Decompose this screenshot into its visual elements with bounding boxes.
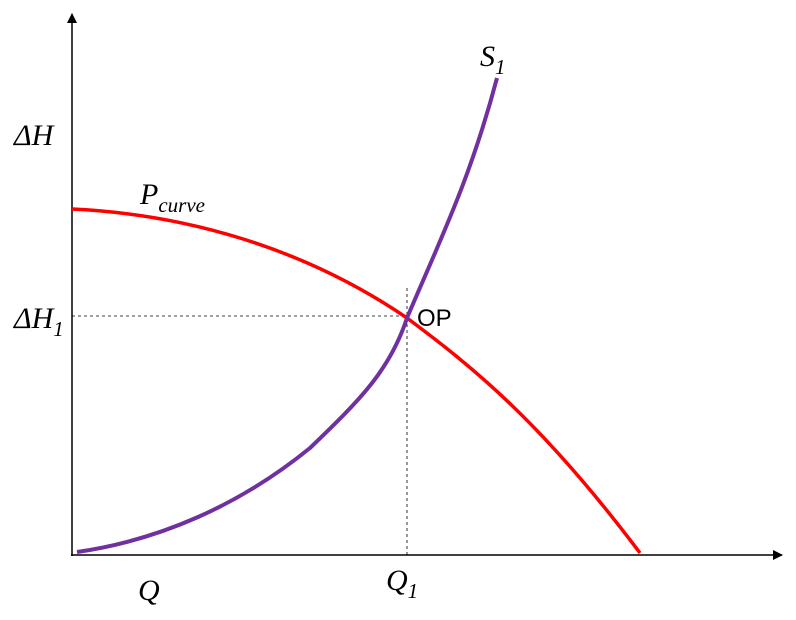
- system-curve-sub: 1: [495, 55, 506, 79]
- y-marker-base: ΔH: [13, 302, 56, 335]
- x-axis-label: Q: [138, 574, 160, 607]
- x-marker: Q1: [386, 564, 418, 603]
- y-axis-label: ΔH: [13, 119, 56, 152]
- operating-point-label: OP: [417, 305, 452, 332]
- pump-curve-label: Pcurve: [139, 178, 205, 217]
- y-marker-sub: 1: [53, 317, 64, 341]
- system-curve-base: S: [480, 40, 495, 73]
- x-marker-base: Q: [386, 564, 408, 597]
- system-curve: [76, 77, 499, 554]
- x-marker-sub: 1: [408, 579, 419, 603]
- pump-curve: [71, 207, 642, 555]
- pump-curve-base: P: [139, 178, 158, 211]
- pump-curve-sub: curve: [158, 193, 205, 217]
- y-marker: ΔH1: [13, 302, 64, 341]
- system-curve-label: S1: [480, 40, 506, 79]
